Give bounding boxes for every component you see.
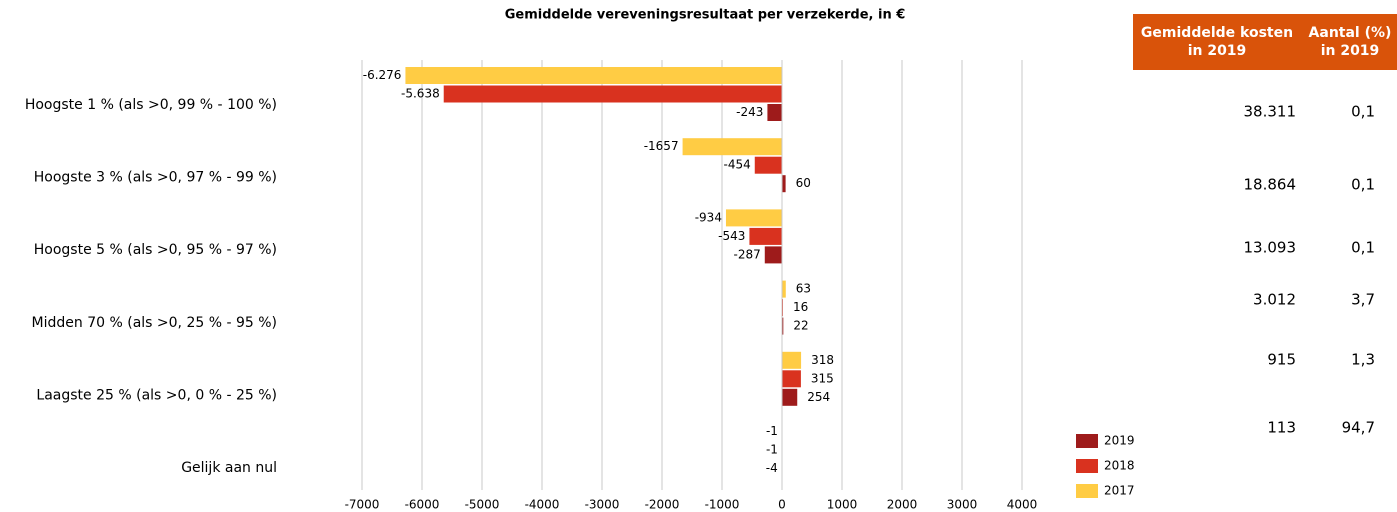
chart-title: Gemiddelde vereveningsresultaat per verz… <box>505 8 906 23</box>
legend-swatch <box>1076 484 1098 498</box>
value-label: 22 <box>793 319 808 333</box>
table-cell: 13.093 <box>1244 239 1297 257</box>
table-header-text: in 2019 <box>1188 43 1247 59</box>
table-header <box>1133 14 1397 70</box>
value-label: -243 <box>736 105 763 119</box>
table-header-text: Aantal (%) <box>1309 25 1392 41</box>
table-cell: 3,7 <box>1351 291 1375 309</box>
bar <box>782 388 798 406</box>
legend-label: 2018 <box>1104 459 1135 473</box>
value-label: -1657 <box>644 139 679 153</box>
legend-swatch <box>1076 459 1098 473</box>
table-cell: 0,1 <box>1351 239 1375 257</box>
category-label: Gelijk aan nul <box>181 460 277 476</box>
category-label: Hoogste 3 % (als >0, 97 % - 99 %) <box>34 170 277 186</box>
category-label: Midden 70 % (als >0, 25 % - 95 %) <box>32 315 277 331</box>
table-header-text: Gemiddelde kosten <box>1141 25 1293 41</box>
category-label: Hoogste 1 % (als >0, 99 % - 100 %) <box>25 97 277 113</box>
legend-swatch <box>1076 434 1098 448</box>
bar <box>682 138 782 156</box>
x-tick-label: -6000 <box>405 498 440 512</box>
table-cell: 113 <box>1267 419 1296 437</box>
bar <box>782 175 786 193</box>
bar <box>405 67 782 84</box>
x-tick-label: -1000 <box>705 498 740 512</box>
bar <box>782 351 802 369</box>
bar <box>749 227 782 245</box>
table-cell: 1,3 <box>1351 351 1375 369</box>
x-tick-label: -3000 <box>585 498 620 512</box>
value-label: 63 <box>796 282 811 296</box>
bar <box>782 317 784 335</box>
table-cell: 94,7 <box>1342 419 1375 437</box>
value-label: -5.638 <box>401 87 440 101</box>
value-label: 315 <box>811 371 834 385</box>
value-label: -543 <box>718 229 745 243</box>
x-tick-label: -2000 <box>645 498 680 512</box>
bar <box>764 246 782 264</box>
x-tick-label: 4000 <box>1007 498 1038 512</box>
table-header-text: in 2019 <box>1321 43 1380 59</box>
table-cell: 915 <box>1267 351 1296 369</box>
bar <box>782 370 801 388</box>
value-label: -1 <box>766 424 778 438</box>
value-label: -934 <box>695 210 722 224</box>
x-tick-label: -5000 <box>465 498 500 512</box>
value-label: -287 <box>734 247 761 261</box>
bar <box>725 209 782 227</box>
table-cell: 0,1 <box>1351 103 1375 121</box>
table-cell: 3.012 <box>1253 291 1296 309</box>
bar <box>754 156 782 174</box>
value-label: -4 <box>766 461 778 475</box>
bar <box>443 85 782 103</box>
x-tick-label: -4000 <box>525 498 560 512</box>
category-label: Laagste 25 % (als >0, 0 % - 25 %) <box>36 387 277 403</box>
x-tick-label: 0 <box>778 498 786 512</box>
x-tick-label: 1000 <box>827 498 858 512</box>
table-cell: 38.311 <box>1244 103 1297 121</box>
value-label: 16 <box>793 300 808 314</box>
value-label: -1 <box>766 443 778 457</box>
value-label: -6.276 <box>363 68 402 82</box>
x-tick-label: 3000 <box>947 498 978 512</box>
legend-label: 2019 <box>1104 434 1135 448</box>
bar <box>767 104 782 121</box>
table-cell: 0,1 <box>1351 176 1375 194</box>
x-tick-label: 2000 <box>887 498 918 512</box>
bar <box>782 280 786 298</box>
category-label: Hoogste 5 % (als >0, 95 % - 97 %) <box>34 242 277 258</box>
table-cell: 18.864 <box>1244 176 1297 194</box>
x-tick-label: -7000 <box>345 498 380 512</box>
value-label: 254 <box>807 390 830 404</box>
value-label: 60 <box>796 176 811 190</box>
legend-label: 2017 <box>1104 484 1135 498</box>
value-label: -454 <box>724 158 751 172</box>
value-label: 318 <box>811 353 834 367</box>
